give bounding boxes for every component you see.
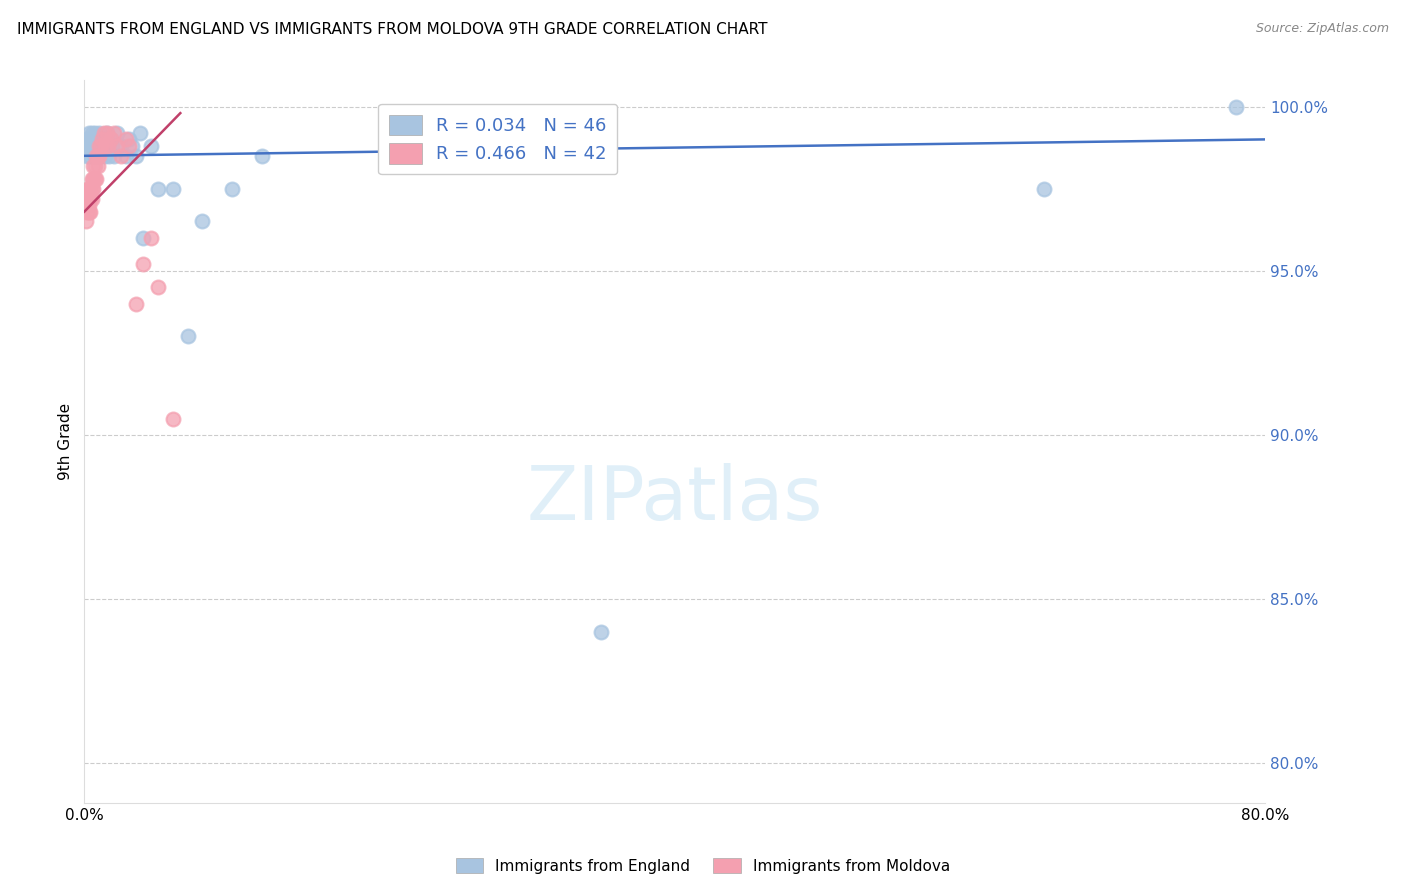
- Point: [125, 149, 148, 163]
- Point: [83, 159, 105, 173]
- Point: [82, 171, 104, 186]
- Point: [84, 171, 107, 186]
- Point: [221, 182, 243, 196]
- Point: [90, 149, 112, 163]
- Point: [91, 139, 114, 153]
- Point: [77, 198, 100, 212]
- Point: [87, 126, 111, 140]
- Point: [101, 139, 124, 153]
- Point: [75, 214, 97, 228]
- Point: [86, 159, 108, 173]
- Point: [97, 139, 120, 153]
- Point: [114, 132, 136, 146]
- Point: [100, 132, 122, 146]
- Point: [84, 149, 107, 163]
- Point: [84, 139, 107, 153]
- Point: [80, 126, 103, 140]
- Point: [91, 132, 114, 146]
- Point: [132, 257, 155, 271]
- Point: [114, 149, 136, 163]
- Point: [105, 126, 128, 140]
- Y-axis label: 9th Grade: 9th Grade: [58, 403, 73, 480]
- Point: [94, 149, 117, 163]
- Point: [110, 139, 132, 153]
- Point: [125, 296, 148, 310]
- Text: IMMIGRANTS FROM ENGLAND VS IMMIGRANTS FROM MOLDOVA 9TH GRADE CORRELATION CHART: IMMIGRANTS FROM ENGLAND VS IMMIGRANTS FR…: [17, 22, 768, 37]
- Point: [162, 411, 184, 425]
- Point: [94, 139, 117, 153]
- Point: [76, 149, 98, 163]
- Point: [90, 139, 112, 153]
- Point: [79, 132, 101, 146]
- Legend: Immigrants from England, Immigrants from Moldova: Immigrants from England, Immigrants from…: [450, 852, 956, 880]
- Point: [79, 192, 101, 206]
- Point: [121, 139, 143, 153]
- Point: [77, 139, 100, 153]
- Point: [87, 149, 111, 163]
- Text: ZIPatlas: ZIPatlas: [527, 463, 823, 536]
- Point: [148, 280, 170, 294]
- Point: [75, 198, 97, 212]
- Point: [100, 132, 122, 146]
- Point: [129, 126, 152, 140]
- Point: [77, 204, 100, 219]
- Point: [118, 139, 141, 153]
- Point: [105, 139, 128, 153]
- Point: [103, 126, 125, 140]
- Point: [77, 126, 100, 140]
- Text: Source: ZipAtlas.com: Source: ZipAtlas.com: [1256, 22, 1389, 36]
- Point: [83, 126, 105, 140]
- Legend: R = 0.034   N = 46, R = 0.466   N = 42: R = 0.034 N = 46, R = 0.466 N = 42: [378, 103, 617, 174]
- Point: [86, 149, 108, 163]
- Point: [132, 231, 155, 245]
- Point: [93, 132, 115, 146]
- Point: [76, 139, 98, 153]
- Point: [1033, 182, 1056, 196]
- Point: [79, 149, 101, 163]
- Point: [103, 149, 125, 163]
- Point: [86, 132, 108, 146]
- Point: [82, 132, 104, 146]
- Point: [79, 204, 101, 219]
- Point: [75, 139, 97, 153]
- Point: [591, 625, 613, 640]
- Point: [250, 149, 273, 163]
- Point: [76, 182, 98, 196]
- Point: [96, 126, 118, 140]
- Point: [80, 182, 103, 196]
- Point: [177, 329, 200, 343]
- Point: [139, 231, 162, 245]
- Point: [96, 126, 118, 140]
- Point: [76, 192, 98, 206]
- Point: [77, 182, 100, 196]
- Point: [80, 192, 103, 206]
- Point: [83, 149, 105, 163]
- Point: [83, 171, 105, 186]
- Point: [93, 126, 115, 140]
- Point: [76, 204, 98, 219]
- Point: [162, 182, 184, 196]
- Point: [97, 139, 120, 153]
- Point: [80, 171, 103, 186]
- Point: [148, 182, 170, 196]
- Point: [139, 139, 162, 153]
- Point: [87, 139, 111, 153]
- Point: [82, 159, 104, 173]
- Point: [110, 149, 132, 163]
- Point: [75, 132, 97, 146]
- Point: [80, 139, 103, 153]
- Point: [82, 182, 104, 196]
- Point: [118, 132, 141, 146]
- Point: [1225, 99, 1247, 113]
- Point: [191, 214, 214, 228]
- Point: [79, 182, 101, 196]
- Point: [84, 149, 107, 163]
- Point: [87, 139, 111, 153]
- Point: [98, 149, 121, 163]
